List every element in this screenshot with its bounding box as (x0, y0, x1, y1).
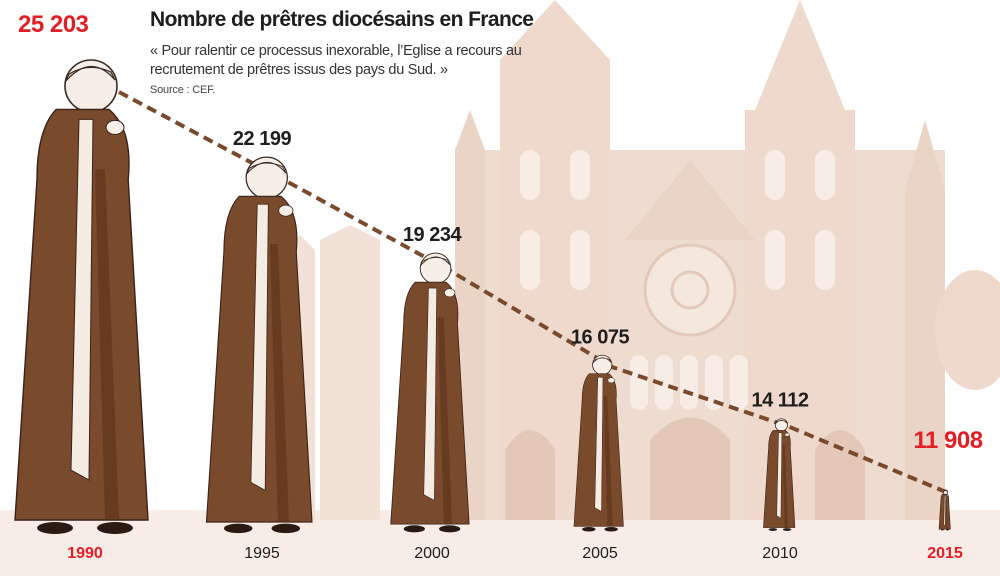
priest-figures (14, 59, 951, 534)
priest-figure (763, 418, 796, 531)
year-label: 2000 (414, 545, 450, 562)
value-label: 22 199 (233, 128, 292, 150)
priest-figure (573, 354, 624, 532)
year-label: 2005 (582, 545, 618, 562)
year-label: 2015 (927, 545, 963, 562)
year-label: 1990 (67, 545, 103, 562)
priest-figure (14, 59, 149, 534)
priest-figure (938, 489, 951, 531)
chart-source: Source : CEF. (150, 84, 216, 96)
year-label: 1995 (244, 545, 280, 562)
value-label: 16 075 (571, 326, 630, 348)
priest-figure (205, 156, 313, 534)
priest-figure (390, 252, 470, 533)
year-axis-labels: 1990 1995 2000 2005 2010 2015 (67, 545, 963, 562)
value-labels: 25 203 22 199 19 234 16 075 14 112 11 908 (18, 11, 983, 454)
year-label: 2010 (762, 545, 798, 562)
value-label: 25 203 (18, 11, 89, 38)
value-label: 11 908 (913, 427, 982, 454)
chart-title: Nombre de prêtres diocésains en France (150, 8, 534, 31)
chart-quote: « Pour ralentir ce processus inexorable,… (150, 43, 522, 78)
value-label: 19 234 (403, 224, 463, 246)
value-label: 14 112 (751, 390, 808, 412)
